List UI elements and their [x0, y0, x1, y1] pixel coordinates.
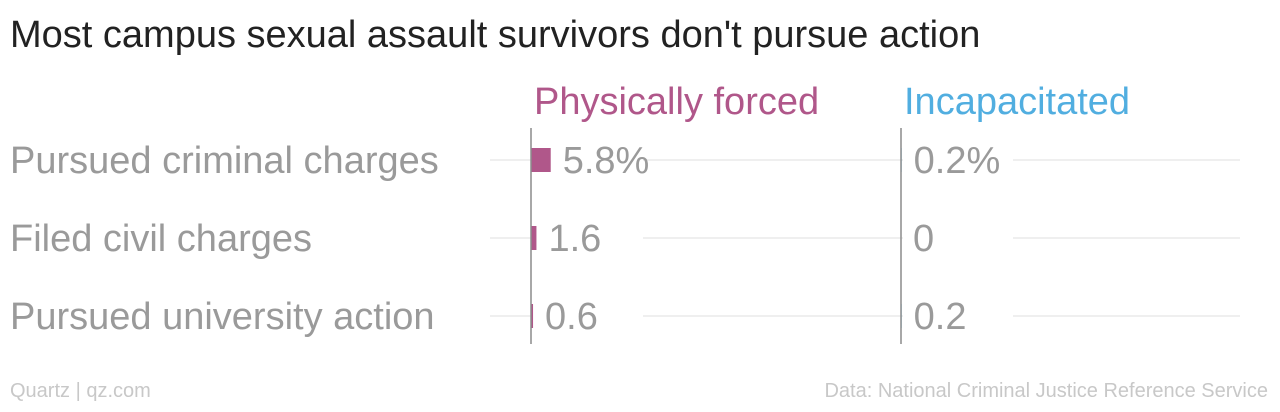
- chart: Pursued criminal charges Filed civil char…: [10, 81, 1240, 344]
- source-text: Data: National Criminal Justice Referenc…: [824, 380, 1268, 402]
- category-label: Pursued university action: [10, 296, 435, 338]
- credit-text: Quartz | qz.com: [10, 380, 151, 402]
- data-label: 1.6: [548, 218, 601, 260]
- label-backing: [903, 216, 1013, 260]
- label-backing: [533, 216, 643, 260]
- bar: [531, 304, 534, 328]
- label-backing: [533, 138, 643, 182]
- data-label: 5.8%: [563, 140, 650, 182]
- series-header: Physically forced: [534, 81, 819, 123]
- category-label: Pursued criminal charges: [10, 140, 439, 182]
- bar: [531, 226, 537, 250]
- label-backing: [903, 138, 1013, 182]
- data-label: 0.2%: [914, 140, 1001, 182]
- data-label: 0.2: [914, 296, 967, 338]
- category-label: Filed civil charges: [10, 218, 312, 260]
- label-backing: [533, 294, 643, 338]
- chart-title: Most campus sexual assault survivors don…: [10, 14, 981, 56]
- label-backing: [903, 294, 1013, 338]
- series-header: Incapacitated: [904, 81, 1130, 123]
- bar: [531, 148, 551, 172]
- data-label: 0: [913, 218, 934, 260]
- data-label: 0.6: [545, 296, 598, 338]
